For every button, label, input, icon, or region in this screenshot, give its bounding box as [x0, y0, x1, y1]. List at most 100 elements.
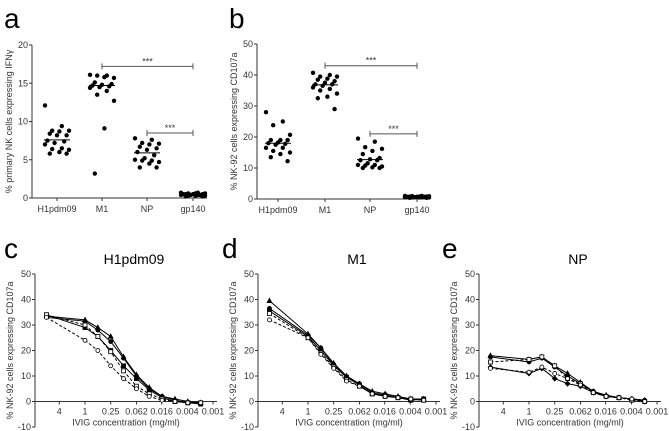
- y-tick-label: 40: [21, 295, 31, 305]
- data-point: [147, 161, 152, 166]
- data-point: [140, 140, 145, 146]
- data-point: [92, 171, 98, 176]
- data-point: [66, 128, 72, 133]
- data-point: [42, 142, 48, 147]
- data-point: [382, 393, 388, 399]
- data-point: [172, 399, 178, 404]
- data-point: [178, 192, 184, 198]
- data-point: [318, 351, 324, 357]
- data-point: [144, 147, 150, 153]
- data-point: [552, 371, 558, 376]
- data-point: [355, 136, 361, 141]
- data-point: [488, 365, 493, 371]
- data-point: [59, 123, 64, 129]
- data-point: [102, 126, 107, 131]
- y-tick-label: 10: [465, 371, 475, 381]
- data-point: [156, 159, 162, 165]
- data-point: [44, 314, 49, 320]
- data-point: [137, 144, 142, 149]
- series-5: [488, 364, 648, 404]
- y-tick-label: 20: [243, 132, 253, 142]
- y-tick-label: 20: [21, 346, 31, 356]
- data-point: [64, 133, 69, 138]
- data-point: [52, 140, 57, 146]
- data-point: [564, 380, 571, 387]
- data-point: [332, 79, 337, 84]
- x-tick-label: 0.016: [373, 407, 396, 417]
- data-point: [318, 74, 323, 79]
- data-point: [263, 145, 269, 151]
- x-axis-label: IVIG concentration (mg/ml): [72, 418, 180, 428]
- data-point: [133, 386, 139, 392]
- data-point: [267, 311, 272, 316]
- data-point: [146, 393, 152, 399]
- y-tick-label: 40: [465, 295, 475, 305]
- data-point: [379, 146, 385, 151]
- data-point: [370, 148, 375, 154]
- data-point: [154, 165, 159, 170]
- data-point: [66, 147, 72, 153]
- x-tick-label: 0.25: [325, 407, 343, 417]
- y-tick-label: 10: [21, 371, 31, 381]
- data-point: [327, 72, 332, 78]
- x-tick-label: 0.001: [646, 407, 669, 417]
- data-point: [121, 368, 126, 374]
- data-point: [287, 150, 293, 155]
- y-tick-label: 10: [18, 117, 28, 127]
- x-tick-label: 0.016: [150, 407, 173, 417]
- x-tick-label: NP: [141, 204, 154, 214]
- x-tick-label: 0.001: [425, 407, 448, 417]
- data-point: [87, 72, 93, 78]
- data-point: [266, 297, 273, 303]
- data-point: [616, 395, 622, 401]
- data-point: [590, 390, 596, 395]
- data-point: [268, 137, 273, 143]
- series-line: [269, 308, 424, 401]
- series-5: [267, 317, 427, 403]
- data-point: [107, 333, 114, 339]
- data-point: [147, 142, 152, 147]
- data-point: [488, 354, 493, 360]
- data-point: [135, 149, 140, 155]
- data-point: [539, 354, 545, 360]
- y-tick-label: 20: [244, 346, 254, 356]
- x-tick-label: 0.001: [202, 407, 225, 417]
- data-point: [488, 359, 493, 365]
- data-point: [108, 363, 114, 369]
- panel-a: a 0 5 10 15 20 % primary NK cells expressing I…: [4, 3, 208, 214]
- panel-letter: b: [229, 3, 245, 34]
- y-tick-label: 30: [465, 320, 475, 330]
- data-point: [642, 399, 648, 404]
- data-point: [363, 145, 368, 150]
- y-tick-label: -10: [18, 422, 31, 431]
- data-point: [108, 349, 114, 355]
- data-point: [421, 397, 427, 403]
- y-tick-label: 50: [243, 39, 253, 49]
- x-tick-label: NP: [364, 205, 377, 215]
- x-tick-label: 0.062: [125, 407, 148, 417]
- panel-letter: d: [222, 233, 238, 264]
- x-tick-label: 0.016: [594, 407, 617, 417]
- panel-title: NP: [568, 251, 587, 267]
- data-point: [140, 158, 145, 163]
- y-axis-label: % NK-92 cells expressing CD107a: [229, 52, 239, 190]
- data-point: [539, 364, 545, 370]
- x-tick-label: 1: [526, 407, 531, 417]
- panel-d: d M1 -10 0 10 20 30 40 50 % NK-92 cells expressin…: [222, 233, 447, 431]
- y-tick-label: 20: [465, 346, 475, 356]
- data-point: [95, 73, 100, 78]
- x-tick-label: 4: [280, 407, 285, 417]
- series-2: [267, 306, 427, 403]
- data-point: [315, 77, 320, 82]
- data-point: [185, 400, 191, 406]
- data-point: [50, 128, 55, 133]
- data-point: [137, 165, 142, 170]
- data-point: [54, 133, 60, 138]
- data-point: [82, 318, 88, 324]
- data-point: [551, 375, 558, 382]
- y-tick-label: -10: [241, 422, 254, 431]
- data-point: [133, 376, 139, 381]
- data-point: [325, 94, 330, 99]
- y-tick-label: 15: [18, 78, 28, 88]
- data-point: [64, 151, 69, 156]
